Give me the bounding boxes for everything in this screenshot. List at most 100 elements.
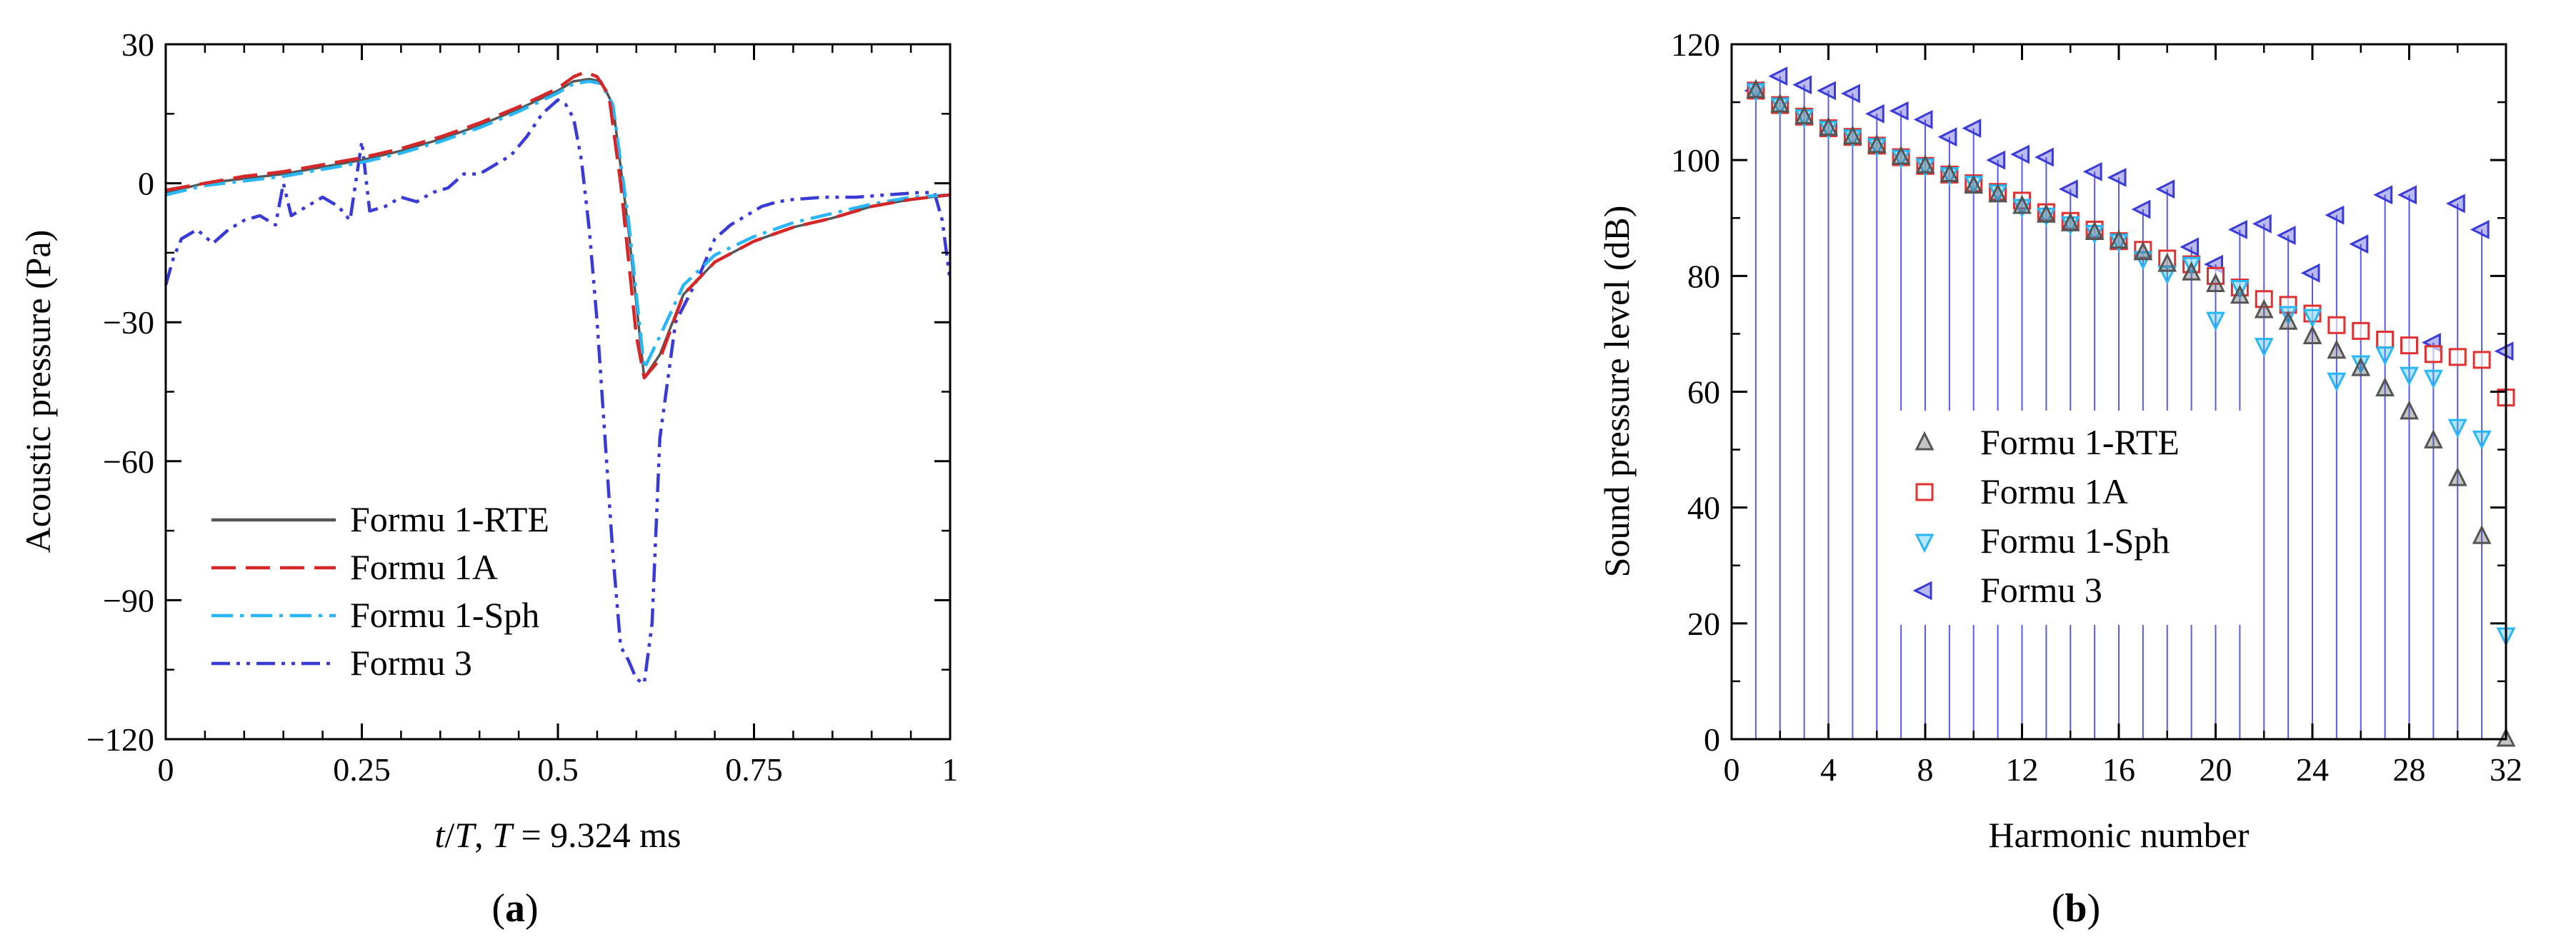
chart-b-point xyxy=(2423,429,2443,449)
chart-b-point xyxy=(2400,336,2418,355)
chart-b-point xyxy=(2254,299,2274,319)
chart-b-legend-marker xyxy=(1912,581,1932,601)
chart-b-legend: Formu 1-RTE Formu 1A Formu 1-Sph Formu 3 xyxy=(1893,411,2243,625)
chart-a-ytick-label: −30 xyxy=(103,304,154,341)
chart-b-xlabel: Harmonic number xyxy=(1988,815,2250,855)
chart-a-xlabel: t/T, T = 9.324 ms xyxy=(435,815,682,855)
chart-b-point xyxy=(2400,400,2419,420)
chart-b-point xyxy=(2036,203,2056,223)
chart-b-point xyxy=(2109,229,2129,249)
chart-a-xlabel-slash: / xyxy=(444,815,454,855)
chart-b-point xyxy=(2376,331,2395,349)
chart-a-ticks: 0 0.25 0.5 0.75 1 −120 −90 −60 −30 0 30 xyxy=(86,26,958,788)
chart-b-point xyxy=(2278,310,2298,330)
chart-a-series-line xyxy=(165,77,951,379)
chart-b-point xyxy=(1940,163,1960,182)
chart-b-point xyxy=(2327,372,2347,392)
chart-b-point xyxy=(1842,125,1862,145)
chart-b-point xyxy=(2423,369,2443,389)
chart-a-series-line xyxy=(165,70,951,380)
chart-a-ylabel: Acoustic pressure (Pa) xyxy=(18,230,58,553)
chart-a-series-line xyxy=(164,98,952,686)
chart-a-ytick-label: −60 xyxy=(103,444,154,480)
chart-b-point xyxy=(2182,261,2202,281)
chart-b-series-layer xyxy=(1744,66,2516,747)
chart-a-legend-label: Formu 3 xyxy=(350,643,472,683)
chart-b-point xyxy=(2085,221,2105,241)
chart-b-xtick-label: 28 xyxy=(2393,751,2426,788)
chart-b-point xyxy=(2302,309,2322,329)
chart-b-panel-close: ) xyxy=(2087,886,2101,931)
chart-b-point xyxy=(2254,338,2274,357)
chart-b-point xyxy=(2424,345,2442,364)
chart-b-legend-label: Formu 3 xyxy=(1980,570,2102,610)
chart-a-series-line xyxy=(165,79,951,371)
chart-b-ylabel: Sound pressure level (dB) xyxy=(1597,206,1637,578)
chart-b-point xyxy=(2230,284,2250,304)
chart-a-series-layer xyxy=(164,70,952,686)
chart-b-point xyxy=(1986,150,2006,170)
chart-a-xlabel-T2: T xyxy=(492,815,514,855)
chart-a-legend-label: Formu 1-RTE xyxy=(350,499,549,539)
chart-b-point xyxy=(2228,220,2247,239)
chart-b-point xyxy=(2058,179,2078,199)
chart-a-xlabel-value: = 9.324 ms xyxy=(512,815,682,855)
chart-b-ticks: 0 4 8 12 16 20 24 28 32 0 20 40 60 80 100 120 xyxy=(1671,26,2522,788)
chart-b-point xyxy=(2351,355,2371,375)
chart-a-ytick-label: −120 xyxy=(86,721,154,758)
chart-b-point xyxy=(2470,220,2490,239)
chart-b-point xyxy=(1867,134,1887,154)
chart-b-point xyxy=(1937,127,1957,147)
chart-b-stems-layer xyxy=(1754,76,2507,739)
chart-b-point xyxy=(2447,419,2467,439)
chart-b-point xyxy=(1819,116,1838,136)
chart-b-point xyxy=(2131,199,2151,219)
chart-b-point xyxy=(1864,104,1884,124)
chart-b-point xyxy=(2180,237,2200,257)
chart-b-point xyxy=(2012,194,2032,214)
chart-b-point xyxy=(1794,105,1814,124)
chart-b-legend-label: Formu 1-Sph xyxy=(1980,521,2170,561)
chart-b-legend-marker xyxy=(1914,431,1935,451)
chart-a-xlabel-T: T xyxy=(454,815,476,855)
chart-b-point xyxy=(2472,430,2492,450)
chart-a-xtick-label: 1 xyxy=(942,751,959,788)
chart-b-xtick-label: 20 xyxy=(2200,751,2232,788)
chart-b-point xyxy=(2157,252,2177,272)
chart-b-point xyxy=(2448,348,2467,366)
chart-a-xtick-label: 0.5 xyxy=(537,751,579,788)
chart-a-ytick-label: −90 xyxy=(103,582,154,618)
chart-b-point xyxy=(2351,356,2371,376)
chart-b-point xyxy=(2302,325,2322,344)
chart-b-point xyxy=(1915,154,1935,174)
chart-a-ytick-label: 0 xyxy=(138,166,154,202)
chart-b-ytick-label: 40 xyxy=(1687,490,1720,526)
chart-b-xtick-label: 8 xyxy=(1917,751,1934,788)
chart-b-panel-label: (b) xyxy=(2052,886,2100,931)
chart-a-panel-open: ( xyxy=(491,886,505,931)
chart-b-ytick-label: 60 xyxy=(1687,374,1720,411)
chart-b-panel-open: ( xyxy=(2052,886,2065,931)
chart-b-xtick-label: 16 xyxy=(2102,751,2135,788)
chart-b-point xyxy=(2082,161,2102,181)
chart-a-plot-frame xyxy=(164,43,952,741)
chart-b-point xyxy=(2133,241,2153,261)
chart-a-ytick-label: 30 xyxy=(121,26,154,63)
chart-a-xlabel-t: t xyxy=(435,815,446,855)
chart-b-ytick-label: 20 xyxy=(1687,606,1720,642)
chart-b-point xyxy=(2327,316,2346,334)
chart-b-point xyxy=(1768,66,1788,86)
chart-a-legend: Formu 1-RTE Formu 1A Formu 1-Sph Formu 3 xyxy=(211,499,549,683)
chart-a-legend-label: Formu 1-Sph xyxy=(350,595,539,635)
chart-b-point xyxy=(2375,377,2395,396)
chart-b-point xyxy=(1913,109,1933,129)
chart-a-panel-close: ) xyxy=(525,886,539,931)
chart-b-legend-box xyxy=(1893,411,2243,625)
chart-a-xlabel-comma: , xyxy=(474,815,492,855)
chart-b-point xyxy=(1792,75,1812,95)
chart-b-xtick-label: 24 xyxy=(2296,751,2329,788)
chart-b-xtick-label: 32 xyxy=(2490,751,2522,788)
chart-b-point xyxy=(2400,366,2419,386)
chart-b-point xyxy=(2206,311,2225,331)
chart-b-point xyxy=(2107,168,2127,187)
